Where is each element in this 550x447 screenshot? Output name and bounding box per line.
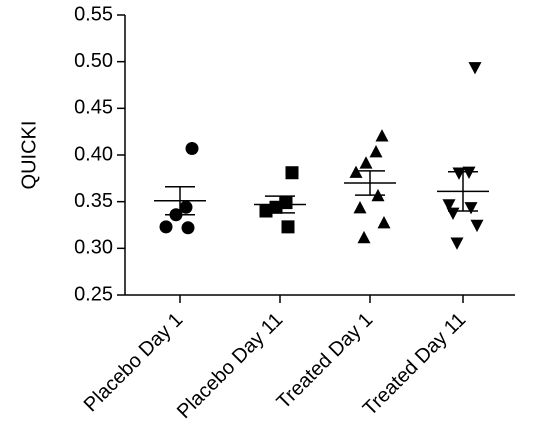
x-tick-label: Treated Day 1 [273,309,378,414]
y-axis-label: QUICKI [18,121,40,190]
data-point [349,165,363,178]
data-point [369,145,383,158]
y-tick-label: 0.35 [74,190,113,212]
data-point [452,167,466,180]
data-point [359,156,373,169]
data-point [470,219,484,233]
data-point [446,207,460,221]
data-point [442,199,456,212]
data-point [375,129,389,142]
data-point [279,196,293,210]
data-point [259,204,273,218]
y-tick-label: 0.30 [74,237,113,259]
data-point [377,215,391,229]
data-point [159,220,173,234]
data-point [181,221,195,235]
data-point [185,141,199,155]
data-point [285,166,299,180]
x-tick-label: Placebo Day 1 [80,309,188,417]
y-tick-label: 0.50 [74,50,113,72]
data-point [468,62,482,75]
y-tick-label: 0.55 [74,3,113,25]
data-point [464,202,478,215]
data-point [353,201,367,214]
data-point [281,220,295,234]
data-point [450,237,464,250]
x-tick-label: Placebo Day 11 [173,309,287,423]
y-tick-label: 0.45 [74,97,113,119]
data-point [462,166,476,179]
data-point [179,200,193,214]
data-point [357,230,371,244]
y-tick-label: 0.40 [74,143,113,165]
y-tick-label: 0.25 [74,283,113,305]
